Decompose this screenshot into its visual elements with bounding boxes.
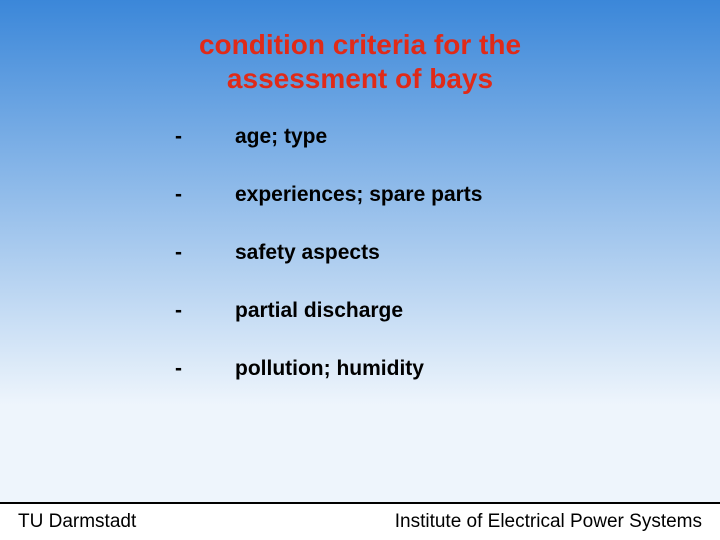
slide-title: condition criteria for the assessment of… [0,0,720,105]
content-area: - age; type - experiences; spare parts -… [0,105,720,540]
footer: TU Darmstadt Institute of Electrical Pow… [0,502,720,540]
list-item: - age; type [175,125,720,149]
bullet-dash: - [175,183,235,207]
list-item: - partial discharge [175,299,720,323]
list-item: - experiences; spare parts [175,183,720,207]
bullet-dash: - [175,357,235,381]
bullet-text: pollution; humidity [235,357,424,381]
footer-left: TU Darmstadt [18,511,136,533]
footer-right: Institute of Electrical Power Systems [395,511,702,533]
bullet-dash: - [175,125,235,149]
bullet-text: experiences; spare parts [235,183,482,207]
list-item: - pollution; humidity [175,357,720,381]
bullet-text: age; type [235,125,327,149]
list-item: - safety aspects [175,241,720,265]
title-line-2: assessment of bays [227,63,493,94]
title-line-1: condition criteria for the [199,29,521,60]
bullet-dash: - [175,299,235,323]
bullet-text: safety aspects [235,241,380,265]
slide: condition criteria for the assessment of… [0,0,720,540]
bullet-text: partial discharge [235,299,403,323]
bullet-dash: - [175,241,235,265]
